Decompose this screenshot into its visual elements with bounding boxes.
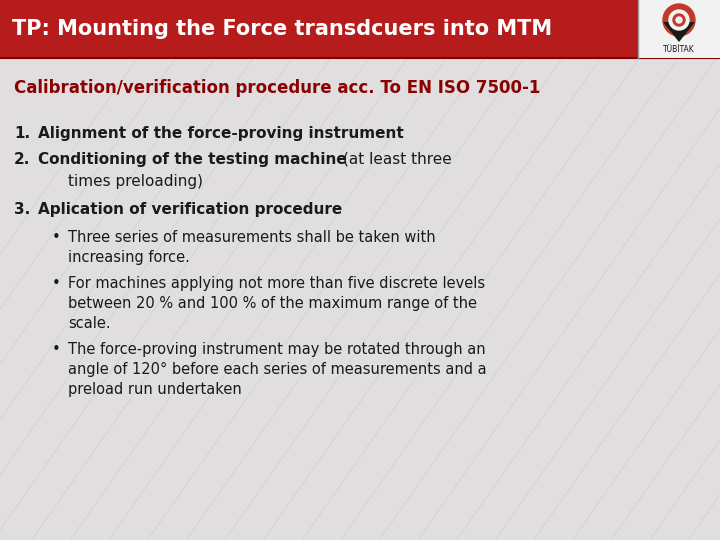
Text: TÜBİTAK: TÜBİTAK	[663, 45, 695, 54]
Text: For machines applying not more than five discrete levels: For machines applying not more than five…	[68, 276, 485, 291]
Circle shape	[676, 17, 682, 23]
Text: (at least three: (at least three	[343, 152, 451, 167]
Text: Aplication of verification procedure: Aplication of verification procedure	[38, 202, 342, 217]
Text: •: •	[52, 276, 60, 291]
Text: Three series of measurements shall be taken with: Three series of measurements shall be ta…	[68, 230, 436, 245]
Text: between 20 % and 100 % of the maximum range of the: between 20 % and 100 % of the maximum ra…	[68, 296, 477, 311]
Circle shape	[669, 10, 689, 30]
Text: TP: Mounting the Force transdcuers into MTM: TP: Mounting the Force transdcuers into …	[12, 19, 552, 39]
Text: angle of 120° before each series of measurements and a: angle of 120° before each series of meas…	[68, 362, 487, 377]
Text: 3.: 3.	[14, 202, 30, 217]
Text: 1.: 1.	[14, 126, 30, 141]
Text: •: •	[52, 342, 60, 357]
Bar	[638, 0, 720, 58]
Bar	[0, 0, 720, 58]
Text: The force-proving instrument may be rotated through an: The force-proving instrument may be rota…	[68, 342, 485, 357]
Text: increasing force.: increasing force.	[68, 250, 190, 265]
Circle shape	[673, 14, 685, 26]
Text: •: •	[52, 230, 60, 245]
Polygon shape	[663, 22, 695, 42]
Text: Alignment of the force-proving instrument: Alignment of the force-proving instrumen…	[38, 126, 404, 141]
Text: Calibration/verification procedure acc. To EN ISO 7500-1: Calibration/verification procedure acc. …	[14, 79, 541, 97]
Circle shape	[663, 4, 695, 36]
Bar	[638, 0, 720, 58]
Text: scale.: scale.	[68, 316, 111, 331]
Text: Conditioning of the testing machine: Conditioning of the testing machine	[38, 152, 347, 167]
Text: times preloading): times preloading)	[68, 174, 203, 189]
Text: preload run undertaken: preload run undertaken	[68, 382, 242, 397]
Text: 2.: 2.	[14, 152, 30, 167]
